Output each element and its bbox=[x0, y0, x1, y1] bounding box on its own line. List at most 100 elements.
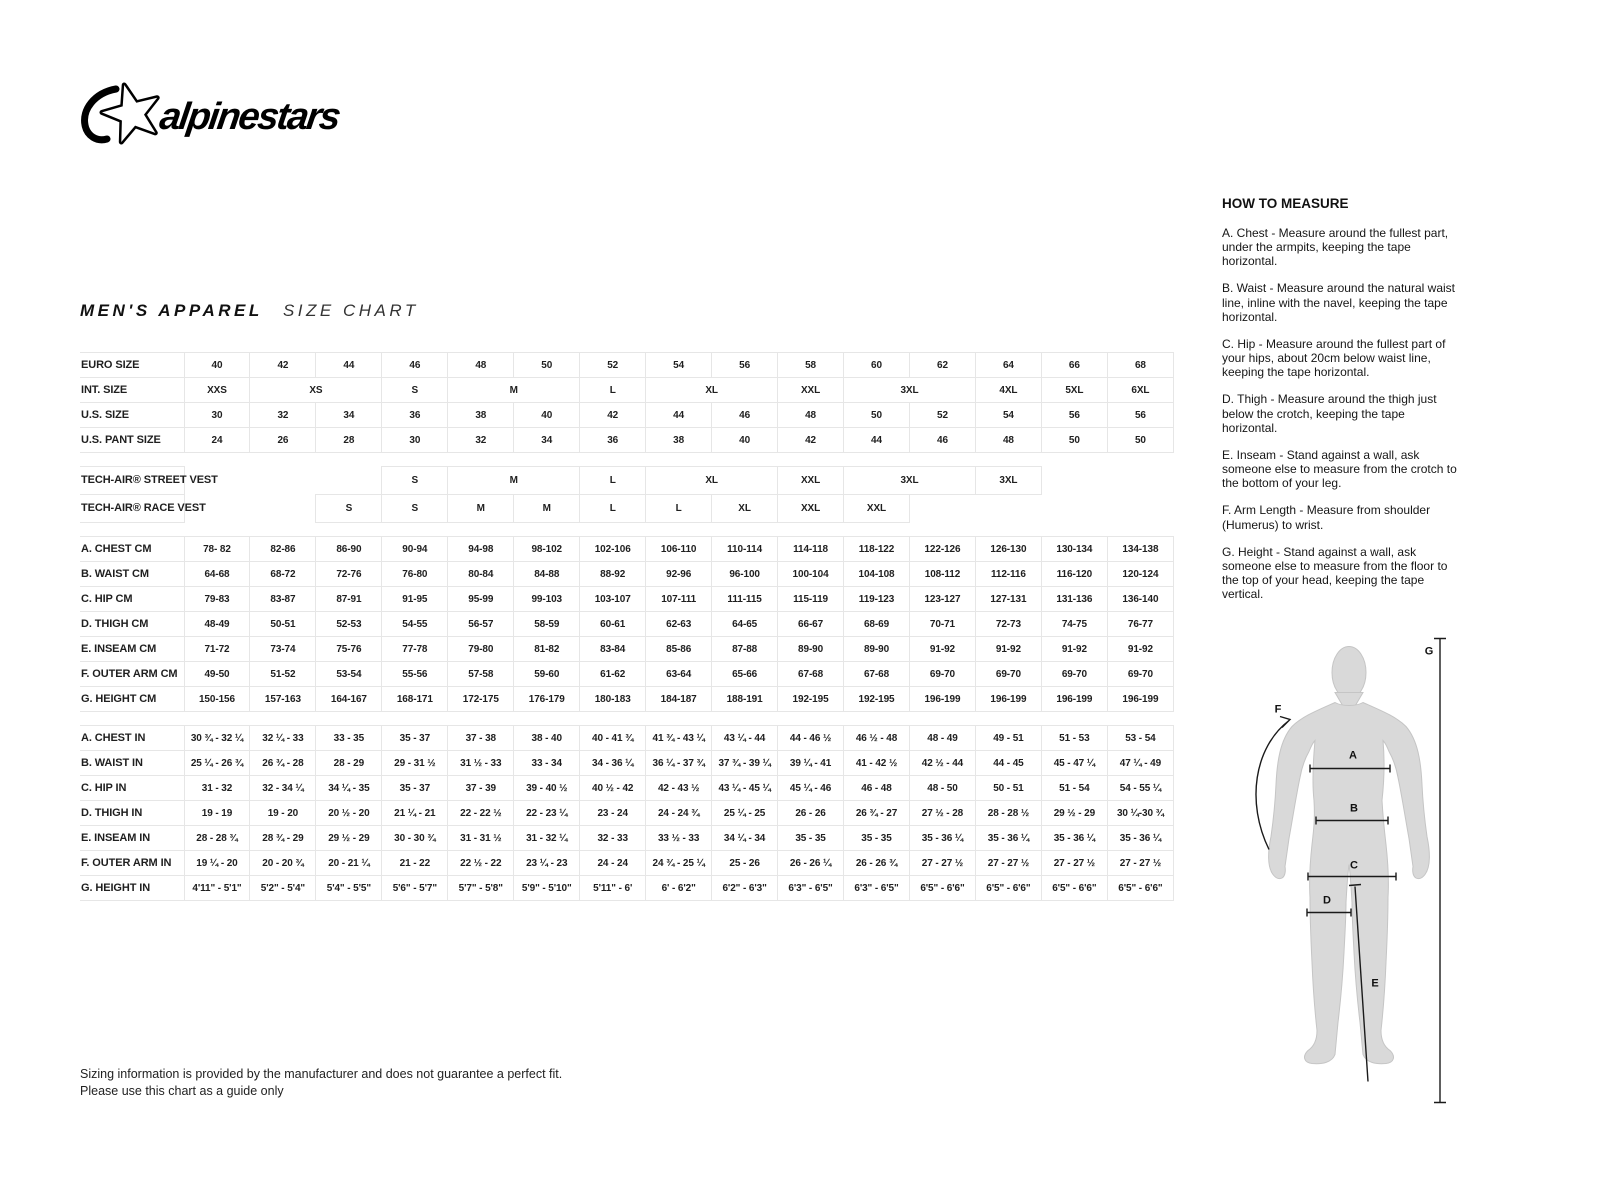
size-cell: XXL bbox=[843, 494, 910, 523]
size-cell: 48 - 50 bbox=[908, 775, 976, 801]
row-label: E. INSEAM CM bbox=[80, 636, 185, 662]
alpinestars-star-icon bbox=[81, 82, 160, 145]
size-cell: 27 - 27 ½ bbox=[908, 850, 976, 876]
size-cell: 30 - 30 ¾ bbox=[381, 825, 449, 851]
table-row: EURO SIZE 40 42 44 46 48 50 52 54 56 58 60 62 64 66 68 bbox=[80, 352, 1175, 378]
diagram-label-e: E bbox=[1371, 978, 1378, 990]
section-spacer bbox=[80, 523, 1174, 537]
size-cell: 95-99 bbox=[447, 586, 515, 612]
size-cell: 31 - 31 ½ bbox=[447, 825, 515, 851]
size-cell: 39 - 40 ½ bbox=[513, 775, 581, 801]
size-cell: S bbox=[381, 494, 449, 523]
size-cell: 100-104 bbox=[777, 561, 845, 587]
page-title: MEN'S APPAREL SIZE CHART bbox=[80, 301, 419, 321]
size-cell: 79-80 bbox=[447, 636, 515, 662]
size-cell: 6' - 6'2" bbox=[645, 875, 713, 901]
size-cell: 28 bbox=[315, 427, 383, 453]
size-cell: 6'3" - 6'5" bbox=[777, 875, 845, 901]
size-cell: 68 bbox=[1106, 352, 1175, 378]
size-cell: 27 - 27 ½ bbox=[1040, 850, 1108, 876]
size-cell: 40 - 41 ¾ bbox=[579, 725, 647, 751]
size-cell: 27 - 27 ½ bbox=[974, 850, 1042, 876]
size-cell: 35 - 36 ¼ bbox=[1040, 825, 1108, 851]
size-cell: 50 - 51 bbox=[974, 775, 1042, 801]
disclaimer: Sizing information is provided by the ma… bbox=[80, 1066, 562, 1100]
size-cell: M bbox=[447, 494, 515, 523]
size-cell: 32 bbox=[447, 427, 515, 453]
size-cell: 26 - 26 ¼ bbox=[777, 850, 845, 876]
size-cell: 44 - 45 bbox=[974, 750, 1042, 776]
size-cell: 48-49 bbox=[183, 611, 251, 637]
size-cell: 28 - 28 ½ bbox=[974, 800, 1042, 826]
size-cell: 192-195 bbox=[843, 686, 910, 712]
row-label: E. INSEAM IN bbox=[80, 825, 185, 851]
size-cell: 164-167 bbox=[315, 686, 383, 712]
size-cell: M bbox=[447, 466, 581, 495]
size-cell: 49 - 51 bbox=[974, 725, 1042, 751]
figure-body bbox=[1268, 701, 1430, 1065]
diagram-label-g: G bbox=[1425, 646, 1434, 658]
size-cell: 61-62 bbox=[579, 661, 647, 687]
table-row: C. HIP IN 31 - 32 32 - 34 ¼ 34 ¼ - 35 35 - 3… bbox=[80, 775, 1175, 801]
size-cell: 34 ¼ - 35 bbox=[315, 775, 383, 801]
row-label: F. OUTER ARM IN bbox=[80, 850, 185, 876]
size-cell: 123-127 bbox=[908, 586, 976, 612]
size-cell: 52 bbox=[908, 402, 976, 428]
section-spacer bbox=[80, 712, 1174, 726]
size-cell: 58-59 bbox=[513, 611, 581, 637]
row-label: B. WAIST CM bbox=[80, 561, 185, 587]
row-label: TECH-AIR® RACE VEST bbox=[80, 494, 206, 523]
table-row: TECH-AIR® RACE VEST S S M M L L XL XXL XXL bbox=[80, 494, 1174, 523]
table-row: B. WAIST CM 64-68 68-72 72-76 76-80 80-84 84-8… bbox=[80, 561, 1175, 587]
row-label: A. CHEST IN bbox=[80, 725, 185, 751]
size-cell: 26 - 26 ¾ bbox=[843, 850, 910, 876]
size-cell: 52 bbox=[579, 352, 647, 378]
size-cell: 91-92 bbox=[908, 636, 976, 662]
size-cell: 41 ¾ - 43 ¼ bbox=[645, 725, 713, 751]
size-cell: XXL bbox=[777, 494, 845, 523]
size-cell: 24 - 24 bbox=[579, 850, 647, 876]
table-row: G. HEIGHT IN 4'11" - 5'1" 5'2" - 5'4" 5'4" … bbox=[80, 875, 1175, 901]
size-cell: 24 bbox=[183, 427, 251, 453]
how-to-measure-heading: HOW TO MEASURE bbox=[1222, 196, 1349, 211]
size-cell: 76-80 bbox=[381, 561, 449, 587]
size-cell: 172-175 bbox=[447, 686, 515, 712]
size-cell: 20 ½ - 20 bbox=[315, 800, 383, 826]
size-cell: 68-69 bbox=[843, 611, 910, 637]
size-cell: 116-120 bbox=[1040, 561, 1108, 587]
size-cell: 79-83 bbox=[183, 586, 251, 612]
table-row: A. CHEST IN 30 ¾ - 32 ¼ 32 ¼ - 33 33 - 35 35… bbox=[80, 725, 1175, 751]
size-cell: 91-95 bbox=[381, 586, 449, 612]
size-cell: 48 bbox=[974, 427, 1042, 453]
table-row: E. INSEAM CM 71-72 73-74 75-76 77-78 79-80 81-… bbox=[80, 636, 1175, 662]
size-cell: 72-73 bbox=[974, 611, 1042, 637]
size-cell: 196-199 bbox=[1040, 686, 1108, 712]
size-table: EURO SIZE 40 42 44 46 48 50 52 54 56 58 60 62 64 66 68 I… bbox=[80, 352, 1175, 901]
size-cell: 25 - 26 bbox=[711, 850, 779, 876]
size-cell: 42 bbox=[249, 352, 317, 378]
size-cell: XS bbox=[249, 377, 383, 403]
size-cell: 26 bbox=[249, 427, 317, 453]
size-cell: 28 - 28 ¾ bbox=[183, 825, 251, 851]
size-cell: 115-119 bbox=[777, 586, 845, 612]
size-cell: 103-107 bbox=[579, 586, 647, 612]
size-cell: 87-88 bbox=[711, 636, 779, 662]
table-row: F. OUTER ARM IN 19 ¼ - 20 20 - 20 ¾ 20 - 21… bbox=[80, 850, 1175, 876]
size-cell: 69-70 bbox=[908, 661, 976, 687]
row-label: EURO SIZE bbox=[80, 352, 185, 378]
size-cell: 20 - 21 ¼ bbox=[315, 850, 383, 876]
size-cell: 29 - 31 ½ bbox=[381, 750, 449, 776]
size-cell: 3XL bbox=[843, 377, 976, 403]
size-cell: 106-110 bbox=[645, 536, 713, 562]
size-cell: 3XL bbox=[843, 466, 976, 495]
size-cell: 67-68 bbox=[843, 661, 910, 687]
size-cell: 27 ½ - 28 bbox=[908, 800, 976, 826]
size-cell: 111-115 bbox=[711, 586, 779, 612]
size-cell: 24 ¾ - 25 ¼ bbox=[645, 850, 713, 876]
body-figure-illustration: A B C D E F G bbox=[1255, 637, 1446, 1104]
row-label: U.S. PANT SIZE bbox=[80, 427, 185, 453]
size-cell: 51-52 bbox=[249, 661, 317, 687]
size-cell: 31 - 32 ¼ bbox=[513, 825, 581, 851]
size-cell: M bbox=[447, 377, 581, 403]
size-cell: 196-199 bbox=[908, 686, 976, 712]
